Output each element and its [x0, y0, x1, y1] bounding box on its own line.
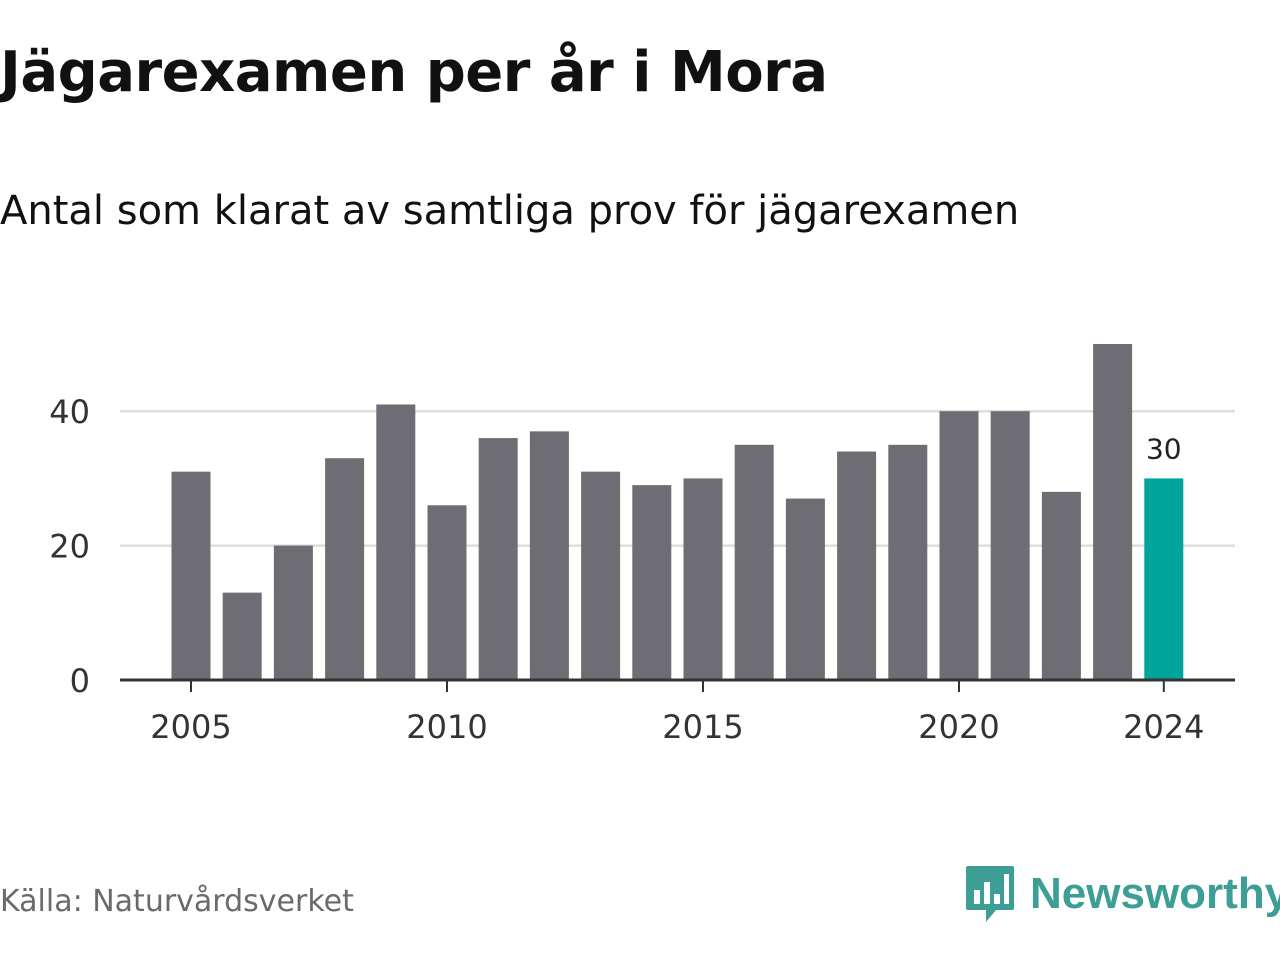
axis-layer — [120, 678, 1235, 692]
chart-title: Jägarexamen per år i Mora — [0, 40, 828, 105]
bar-2005 — [171, 471, 211, 680]
bar-2011 — [478, 438, 518, 680]
bar-layer — [171, 344, 1184, 680]
y-tick-label: 0 — [70, 662, 90, 700]
x-tick-label: 2005 — [150, 708, 231, 746]
brand-name: Newsworthy — [1030, 869, 1280, 918]
bar-2015 — [683, 478, 723, 680]
chart-subtitle: Antal som klarat av samtliga prov för jä… — [0, 188, 1020, 234]
bar-2018 — [837, 451, 877, 680]
bar-2022 — [1041, 491, 1081, 680]
bar-2010 — [427, 505, 467, 680]
x-tick-label: 2015 — [662, 708, 743, 746]
x-tick-label: 2010 — [406, 708, 487, 746]
y-tick-label: 20 — [49, 528, 90, 566]
bar-2007 — [273, 545, 313, 680]
bar-2008 — [325, 458, 365, 680]
newsworthy-logo-icon — [966, 866, 1014, 922]
data-label-2024: 30 — [1146, 432, 1182, 465]
x-tick-label: 2024 — [1123, 708, 1204, 746]
bar-2020 — [939, 411, 979, 680]
source-note: Källa: Naturvårdsverket — [0, 884, 354, 919]
bar-2006 — [222, 592, 262, 680]
bar-2017 — [785, 498, 825, 680]
bar-2021 — [990, 411, 1030, 680]
bar-chart: 0 20 40 30 2005 2010 2015 2020 2024 — [49, 344, 1235, 746]
brand-logo: Newsworthy — [964, 864, 1280, 924]
x-tick-label: 2020 — [918, 708, 999, 746]
bar-2014 — [632, 485, 672, 680]
bar-2009 — [376, 404, 416, 680]
label-layer: 0 20 40 30 2005 2010 2015 2020 2024 — [49, 393, 1204, 746]
bar-2013 — [581, 471, 621, 680]
bar-2016 — [734, 444, 774, 680]
bar-2012 — [529, 431, 569, 680]
bar-2019 — [888, 444, 928, 680]
bar-2023 — [1093, 344, 1133, 680]
y-tick-label: 40 — [49, 393, 90, 431]
bar-2024 — [1144, 478, 1184, 680]
